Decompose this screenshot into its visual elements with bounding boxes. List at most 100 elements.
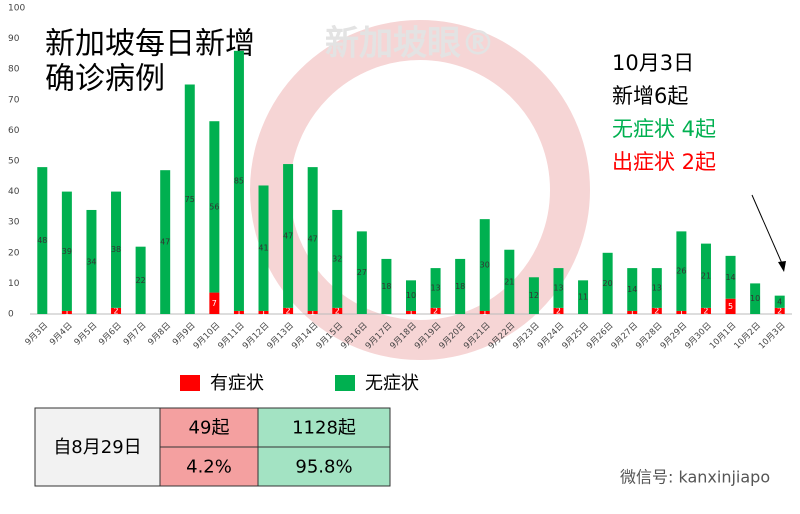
data-label: 41 xyxy=(258,244,268,253)
data-label: 13 xyxy=(652,283,662,292)
data-label: 32 xyxy=(332,254,342,263)
data-label: 1 xyxy=(236,308,241,317)
bar-segment xyxy=(479,310,490,314)
bar-segment xyxy=(307,167,318,311)
y-tick-label: 0 xyxy=(8,310,14,320)
table-cell xyxy=(257,446,391,487)
data-label: 21 xyxy=(701,271,711,280)
data-label: 47 xyxy=(308,235,318,244)
data-label: 22 xyxy=(136,276,146,285)
bar-segment xyxy=(430,268,441,308)
table-text: 自8月29日 xyxy=(53,437,141,458)
data-label: 12 xyxy=(529,291,539,300)
bar-segment xyxy=(774,307,785,314)
y-tick-label: 40 xyxy=(8,187,20,197)
x-tick-label: 9月7日 xyxy=(122,321,149,348)
bar-segment xyxy=(750,283,761,314)
chart-title: 新加坡每日新增 xyxy=(45,27,255,62)
legend-label: 有症状 xyxy=(210,373,264,394)
watermark-ring xyxy=(250,20,590,360)
bar-segment xyxy=(381,258,392,314)
x-tick-label: 9月3日 xyxy=(23,321,50,348)
data-label: 47 xyxy=(283,231,293,240)
data-label: 10 xyxy=(406,291,416,300)
y-tick-label: 90 xyxy=(8,34,20,44)
bar-segment xyxy=(209,121,220,293)
data-label: 2 xyxy=(777,306,782,315)
bar-segment xyxy=(553,268,564,308)
data-label: 1 xyxy=(261,308,266,317)
bar-segment xyxy=(61,191,72,311)
x-tick-label: 10月3日 xyxy=(757,321,788,352)
annotation: 10月3日 xyxy=(612,51,694,75)
data-label: 2 xyxy=(286,306,291,315)
bar-segment xyxy=(135,246,146,314)
y-tick-label: 80 xyxy=(8,65,20,75)
bar-segment xyxy=(676,231,687,311)
bar-segment xyxy=(627,268,638,311)
data-label: 20 xyxy=(603,279,613,288)
bar-segment xyxy=(553,307,564,314)
y-tick-label: 30 xyxy=(8,218,20,228)
bar-segment xyxy=(651,307,662,314)
data-label: 1 xyxy=(64,308,69,317)
data-label: 30 xyxy=(480,261,490,270)
y-tick-label: 10 xyxy=(8,279,20,289)
bar-segment xyxy=(504,249,515,314)
bar-segment xyxy=(528,277,539,314)
bar-segment xyxy=(406,310,416,314)
table-text: 49起 xyxy=(189,418,230,439)
bar-segment xyxy=(332,307,343,314)
data-label: 21 xyxy=(504,277,514,286)
x-tick-label: 9月4日 xyxy=(48,321,75,348)
bar-segment xyxy=(86,209,97,314)
x-tick-label: 9月8日 xyxy=(146,321,173,348)
bar-segment xyxy=(233,310,244,314)
bar-segment xyxy=(332,209,343,308)
table-cell xyxy=(159,446,259,487)
legend-swatch xyxy=(335,375,355,391)
data-label: 10 xyxy=(750,294,760,303)
bar-segment xyxy=(430,307,441,314)
data-label: 13 xyxy=(430,283,440,292)
bar-segment xyxy=(406,280,416,311)
bar-segment xyxy=(774,295,785,308)
table-text: 4.2% xyxy=(186,457,232,478)
data-label: 1 xyxy=(482,308,487,317)
data-label: 1 xyxy=(679,308,684,317)
data-label: 27 xyxy=(357,268,367,277)
annotation: 无症状 4起 xyxy=(612,117,716,141)
bar-segment xyxy=(627,310,638,314)
bar-segment xyxy=(725,298,736,314)
bar-segment xyxy=(111,307,122,314)
data-label: 18 xyxy=(455,282,465,291)
data-label: 85 xyxy=(234,176,244,185)
data-label: 39 xyxy=(62,247,72,256)
bar-segment xyxy=(578,280,589,314)
bar-segment xyxy=(258,185,269,311)
bar-segment xyxy=(455,258,466,314)
data-label: 14 xyxy=(725,273,735,282)
bar-segment xyxy=(700,243,711,308)
bar-segment xyxy=(61,310,72,314)
x-tick-label: 9月5日 xyxy=(73,321,100,348)
data-label: 1 xyxy=(630,308,635,317)
chart-title: 确诊病例 xyxy=(45,62,165,97)
bar-segment xyxy=(283,164,294,308)
y-tick-label: 50 xyxy=(8,157,20,167)
data-label: 1 xyxy=(310,308,315,317)
footer: 微信号: kanxinjiapo xyxy=(620,468,770,487)
bar-segment xyxy=(651,268,662,308)
data-label: 2 xyxy=(703,306,708,315)
table-text: 1128起 xyxy=(292,418,356,439)
watermark: 新加坡眼® xyxy=(325,24,495,64)
data-label: 5 xyxy=(728,302,733,311)
data-label: 56 xyxy=(209,202,219,211)
legend-swatch xyxy=(180,375,200,391)
data-label: 38 xyxy=(111,245,121,254)
data-label: 2 xyxy=(654,306,659,315)
table-text: 95.8% xyxy=(295,457,352,478)
bar-segment xyxy=(160,170,171,314)
data-label: 2 xyxy=(433,306,438,315)
